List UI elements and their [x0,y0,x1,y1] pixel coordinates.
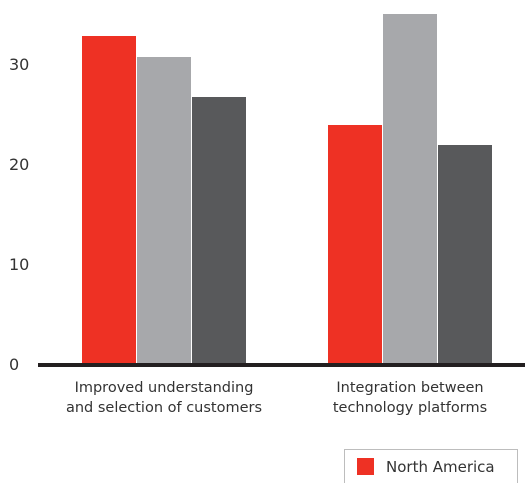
bar-series-3-category-2 [438,145,492,364]
y-tick-label: 20 [9,155,29,174]
y-tick-label: 30 [9,55,29,74]
bars-group [82,14,492,364]
bar-series-1-category-1 [82,36,136,364]
x-axis-labels: Improved understanding and selection of c… [66,380,487,416]
bar-series-1-category-2 [328,125,382,364]
legend: North America [344,449,518,483]
bar-series-3-category-1 [192,97,246,364]
legend-label-north-america: North America [386,457,495,476]
x-axis-baseline [38,363,525,367]
bar-series-2-category-2 [383,14,437,364]
legend-swatch-north-america [357,458,374,475]
y-axis-ticks: 0 10 20 30 [9,55,29,374]
y-tick-label: 10 [9,255,29,274]
x-category-label: Integration between technology platforms [333,380,487,416]
bar-series-2-category-1 [137,57,191,364]
y-tick-label: 0 [9,355,19,374]
x-category-label: Improved understanding and selection of c… [66,380,262,416]
